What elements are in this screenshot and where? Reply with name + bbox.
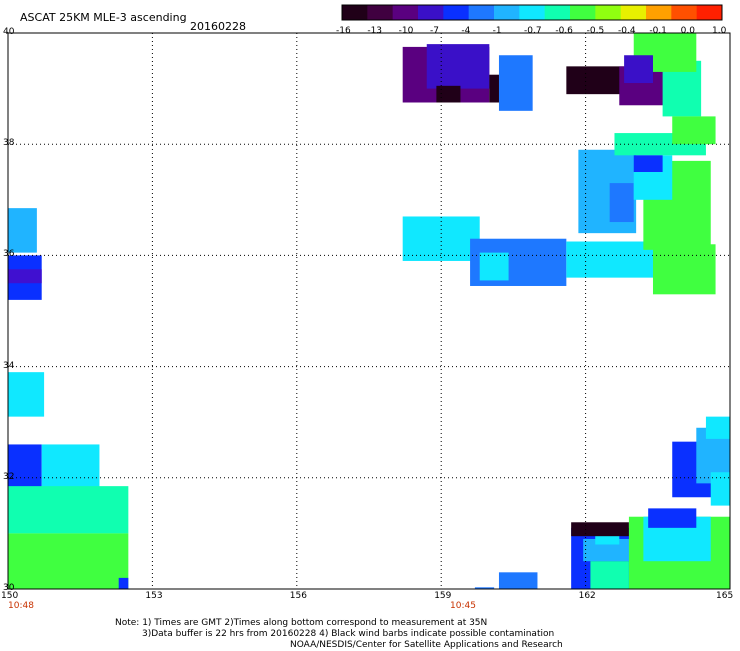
colorbar-swatch [620, 5, 647, 20]
data-cell [648, 508, 697, 528]
data-cell [705, 416, 730, 439]
lon-label: 153 [145, 591, 163, 601]
colorbar-swatch [418, 5, 444, 20]
data-cell [652, 244, 716, 295]
lon-label: 165 [716, 591, 734, 601]
colorbar-swatch [696, 5, 723, 20]
colorbar-label: -1 [492, 26, 502, 36]
lat-label: 40 [3, 27, 15, 37]
lon-label: 162 [578, 591, 596, 601]
data-cell [590, 561, 629, 589]
data-cell [633, 155, 663, 172]
lat-label: 34 [3, 360, 15, 371]
colorbar-label: -16 [336, 26, 351, 36]
colorbar-frame [341, 4, 723, 21]
colorbar-swatch [519, 5, 546, 20]
colorbar-swatches [342, 5, 723, 20]
lat-label: 38 [3, 138, 15, 149]
data-cell [41, 444, 100, 489]
colorbar-swatch [367, 5, 394, 20]
lat-label: 32 [3, 471, 15, 482]
data-cell [8, 444, 42, 489]
data-cell [624, 55, 653, 84]
colorbar-label: 1.0 [712, 26, 727, 36]
colorbar-label: 0.0 [680, 26, 695, 36]
colorbar-label: -10 [398, 26, 414, 36]
colorbar-swatch [468, 5, 495, 20]
colorbar-swatch [595, 5, 622, 20]
colorbar-swatch [443, 5, 470, 20]
data-cell [498, 55, 533, 111]
map-frame [7, 32, 731, 590]
lat-label: 36 [3, 249, 15, 260]
data-cell [672, 116, 716, 145]
colorbar-swatch [342, 5, 368, 20]
data-cells [8, 33, 730, 589]
data-cell [8, 269, 42, 284]
colorbar-swatch [646, 5, 672, 20]
data-cell [8, 372, 45, 417]
colorbar-label: -0.6 [555, 26, 573, 36]
map-date: 20160228 [190, 20, 246, 33]
colorbar [341, 4, 723, 21]
note-line-1: Note: 1) Times are GMT 2)Times along bot… [115, 618, 488, 628]
colorbar-label: -4 [461, 26, 471, 36]
data-cell [479, 252, 509, 281]
lon-label: 150 [1, 591, 19, 601]
data-cell [566, 66, 625, 95]
colorbar-swatch [544, 5, 571, 20]
data-cell [474, 587, 495, 589]
data-cell [8, 486, 129, 534]
colorbar-label: -7 [430, 26, 439, 36]
data-cell [571, 522, 629, 537]
data-cell [710, 472, 730, 506]
data-cell [118, 577, 129, 589]
colorbar-swatch [570, 5, 596, 20]
data-cell [436, 85, 461, 103]
time-label-left: 10:48 [8, 601, 34, 611]
colorbar-swatch [392, 5, 419, 20]
data-cell [8, 533, 129, 589]
map-title: ASCAT 25KM MLE-3 ascending [20, 11, 187, 24]
colorbar-label: -0.7 [524, 26, 542, 36]
lat-label: 30 [3, 583, 15, 593]
lon-label: 159 [434, 591, 452, 601]
grid-lines [8, 33, 730, 589]
time-label-right: 10:45 [450, 601, 476, 611]
colorbar-label: -0.4 [618, 26, 636, 36]
data-cell [8, 208, 37, 253]
lon-label: 156 [289, 591, 307, 601]
data-cell [566, 241, 653, 278]
colorbar-label: -0.1 [649, 26, 667, 36]
colorbar-swatch [671, 5, 698, 20]
data-cell [426, 44, 490, 89]
data-cell [402, 216, 480, 261]
colorbar-label: -13 [367, 26, 383, 36]
colorbar-swatch [494, 5, 520, 20]
data-cell [498, 572, 538, 589]
colorbar-label: -0.5 [586, 26, 605, 36]
note-line-2: 3)Data buffer is 22 hrs from 20160228 4)… [142, 629, 555, 639]
note-line-3: NOAA/NESDIS/Center for Satellite Applica… [290, 640, 563, 650]
data-cell [609, 183, 634, 223]
